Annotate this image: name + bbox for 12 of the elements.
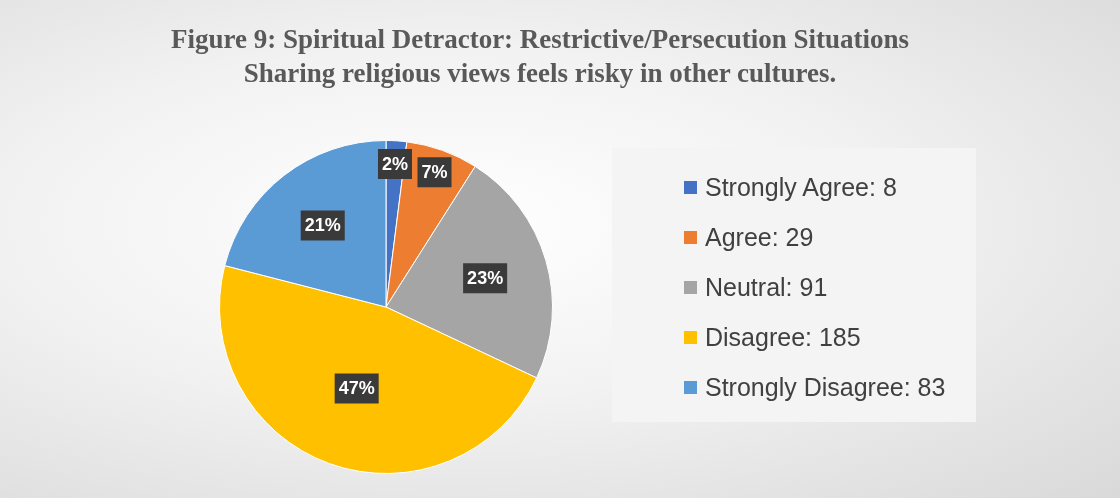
chart-subtitle: Sharing religious views feels risky in other cultures. [242,57,838,90]
data-label: 7% [421,162,448,183]
legend-label: Strongly Disagree: 83 [705,372,946,402]
chart-title: Figure 9: Spiritual Detractor: Restrictive/Persecution Situations [169,23,911,56]
legend-label: Disagree: 185 [705,322,861,352]
legend-label: Agree: 29 [705,222,814,252]
legend-label: Neutral: 91 [705,272,828,302]
data-label: 47% [338,378,375,399]
data-label: 21% [304,215,341,236]
data-label: 2% [381,154,408,175]
legend-label: Strongly Agree: 8 [705,172,897,202]
data-label: 23% [467,268,504,289]
